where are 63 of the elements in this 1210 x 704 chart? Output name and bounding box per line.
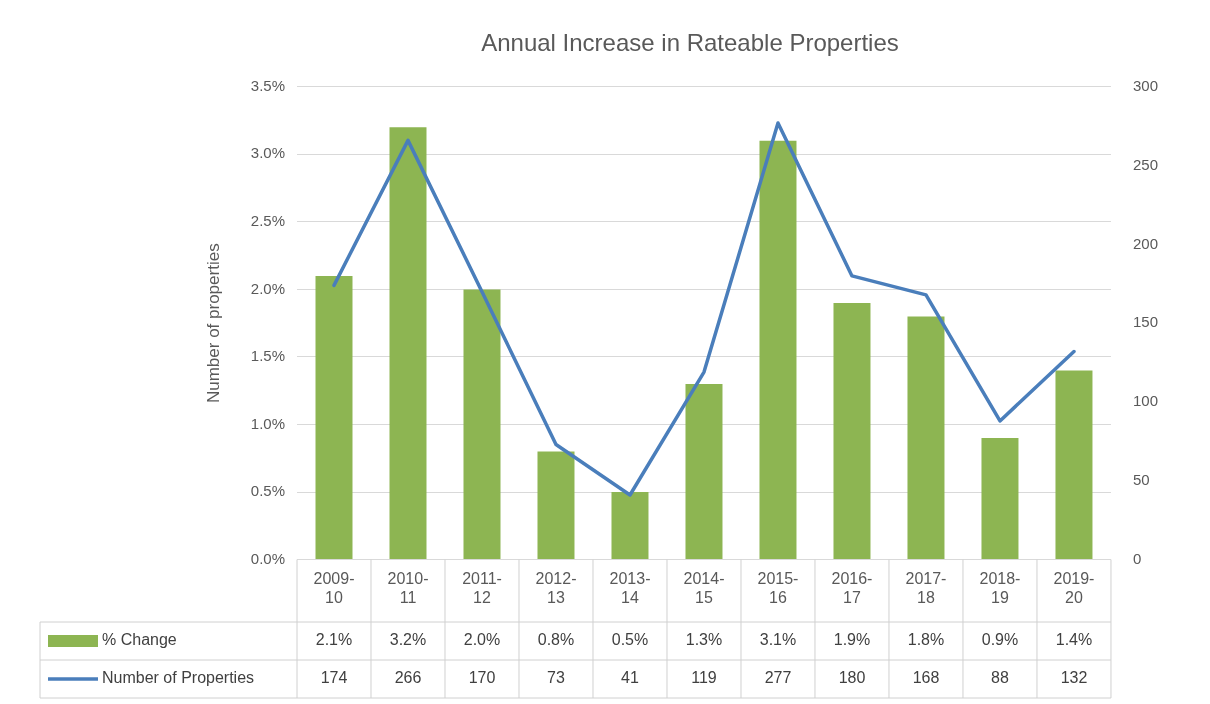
data-label: 119 (691, 669, 717, 687)
bar (315, 275, 353, 560)
x-tick-label: 2019-20 (1053, 569, 1095, 606)
x-tick-label: 2010-11 (387, 569, 429, 606)
bar (611, 492, 649, 560)
data-label: 1.9% (833, 631, 871, 649)
bar (907, 316, 945, 560)
bar (389, 127, 427, 560)
bar (981, 438, 1019, 560)
data-label: 0.5% (611, 631, 649, 649)
data-label: 1.3% (685, 631, 723, 649)
chart-title: Annual Increase in Rateable Properties (481, 29, 899, 57)
data-label: 1.8% (907, 631, 945, 649)
bar (685, 383, 723, 560)
data-label: 41 (621, 669, 639, 687)
y-tick-label: 0.5% (250, 482, 285, 500)
data-label: 170 (468, 669, 496, 687)
data-label: 0.9% (981, 631, 1019, 649)
x-tick-label: 2018-19 (979, 569, 1021, 606)
y2-tick-label: 0 (1132, 549, 1142, 567)
y2-tick-label: 250 (1132, 155, 1158, 173)
y2-tick-label: 50 (1132, 470, 1150, 488)
y2-tick-label: 200 (1132, 234, 1158, 252)
y-axis-title: Number of properties (203, 243, 223, 404)
y2-tick-label: 100 (1132, 392, 1158, 410)
bar (537, 451, 575, 560)
data-label: 168 (912, 669, 940, 687)
y2-tick-label: 300 (1132, 76, 1158, 94)
bar (463, 289, 501, 560)
data-label: 266 (394, 669, 422, 687)
data-label: 1.4% (1055, 631, 1093, 649)
data-label: 132 (1060, 669, 1088, 687)
legend-label: Number of Properties (102, 669, 255, 687)
data-label: 277 (764, 669, 792, 687)
data-label: 0.8% (537, 631, 575, 649)
x-tick-label: 2012-13 (535, 569, 577, 606)
x-tick-label: 2015-16 (757, 569, 799, 606)
data-label: 2.1% (315, 631, 353, 649)
bar (833, 302, 871, 560)
data-label: 73 (547, 669, 565, 687)
x-tick-label: 2013-14 (609, 569, 651, 606)
y-tick-label: 1.5% (250, 347, 285, 365)
x-tick-label: 2009-10 (313, 569, 355, 606)
data-label: 3.1% (759, 631, 797, 649)
y2-tick-label: 150 (1132, 313, 1158, 331)
y-tick-label: 3.5% (250, 76, 285, 94)
data-label: 180 (838, 669, 866, 687)
x-tick-label: 2014-15 (683, 569, 725, 606)
y-tick-label: 3.0% (250, 144, 285, 162)
x-tick-label: 2017-18 (905, 569, 947, 606)
data-label: 88 (991, 669, 1009, 687)
bar (759, 140, 797, 560)
data-label: 3.2% (389, 631, 427, 649)
y-tick-label: 1.0% (250, 414, 285, 432)
x-tick-label: 2011-12 (462, 569, 502, 606)
data-label: 174 (320, 669, 348, 687)
legend-label: % Change (102, 631, 177, 649)
data-label: 2.0% (463, 631, 501, 649)
y-tick-label: 0.0% (250, 549, 285, 567)
bar (1055, 370, 1093, 560)
y-tick-label: 2.5% (250, 212, 285, 230)
y-tick-label: 2.0% (250, 279, 285, 297)
x-tick-label: 2016-17 (831, 569, 873, 606)
